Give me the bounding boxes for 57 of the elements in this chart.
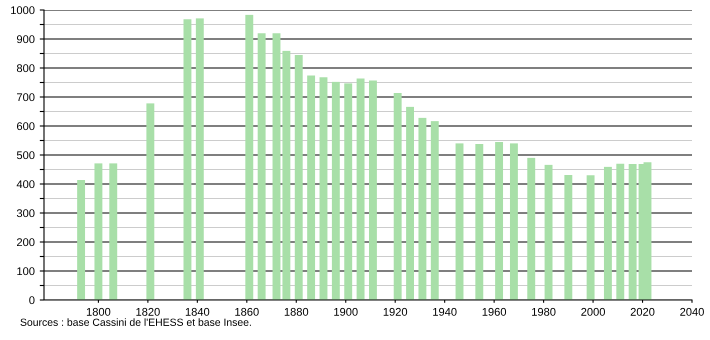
y-tick-label: 700 (17, 93, 35, 102)
x-tick-label: 1900 (334, 308, 358, 316)
y-tick-label: 900 (16, 35, 35, 44)
bar (332, 82, 340, 300)
bar (320, 77, 328, 300)
y-tick-label: 500 (16, 151, 35, 160)
y-tick-label: 800 (16, 64, 35, 72)
x-tick-label: 1840 (186, 308, 210, 316)
y-tick-label: 0 (29, 296, 35, 304)
bar (406, 106, 414, 300)
y-tick-label: 300 (16, 209, 35, 218)
bar (475, 144, 484, 300)
bar (94, 163, 102, 300)
bar (495, 142, 504, 300)
bar (510, 143, 518, 300)
bar (245, 14, 254, 300)
bar (456, 143, 464, 300)
x-tick-label: 1960 (482, 308, 506, 316)
bar (544, 164, 553, 300)
bar (77, 180, 86, 300)
bar (258, 33, 266, 300)
bar (368, 80, 377, 300)
bar (307, 76, 316, 300)
bar (282, 50, 290, 300)
bar (394, 92, 402, 300)
y-tick-label: 200 (16, 238, 35, 246)
x-tick-label: 1800 (86, 308, 110, 316)
x-tick-label: 2020 (630, 308, 654, 316)
bar (628, 164, 637, 300)
x-tick-label: 1860 (235, 308, 259, 316)
bar (294, 54, 303, 300)
source-note: Sources : base Cassini de l'EHESS et base Insee. (20, 318, 251, 326)
x-tick-label: 2040 (680, 308, 704, 316)
x-tick-label: 1880 (284, 308, 308, 316)
bar (146, 103, 154, 300)
bar (356, 78, 365, 300)
bar (196, 18, 204, 300)
bar (344, 83, 352, 300)
y-tick-label: 600 (17, 122, 35, 130)
bar (183, 19, 192, 300)
x-tick-label: 1820 (136, 308, 160, 316)
x-tick-label: 1980 (532, 308, 556, 316)
y-tick-label: 400 (16, 180, 35, 188)
bar (604, 166, 612, 300)
bar (430, 121, 439, 300)
x-tick-label: 1940 (433, 308, 457, 316)
y-tick-label: 100 (17, 267, 35, 276)
bar (564, 175, 572, 300)
bar (527, 158, 536, 300)
bar (109, 163, 118, 300)
y-tick-label: 1000 (11, 6, 35, 14)
bar (418, 118, 426, 300)
x-tick-label: 2000 (581, 308, 605, 316)
bar (272, 33, 280, 300)
bar (616, 164, 624, 300)
x-tick-label: 1920 (384, 308, 408, 316)
bar (586, 175, 595, 300)
